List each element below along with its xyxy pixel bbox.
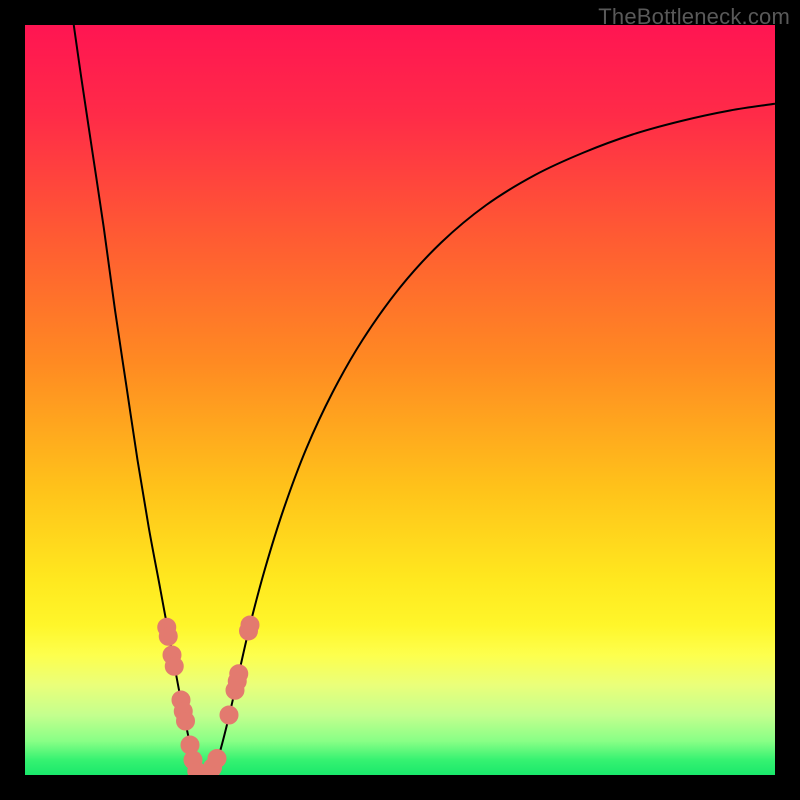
chart-plot-background <box>25 25 775 775</box>
marker-dot <box>230 665 248 683</box>
marker-dot <box>177 712 195 730</box>
bottleneck-curve-chart <box>0 0 800 800</box>
marker-dot <box>159 627 177 645</box>
marker-dot <box>241 616 259 634</box>
marker-dot <box>165 657 183 675</box>
marker-dot <box>220 706 238 724</box>
watermark-text: TheBottleneck.com <box>598 4 790 30</box>
marker-dot <box>208 750 226 768</box>
bottleneck-chart-root: TheBottleneck.com <box>0 0 800 800</box>
